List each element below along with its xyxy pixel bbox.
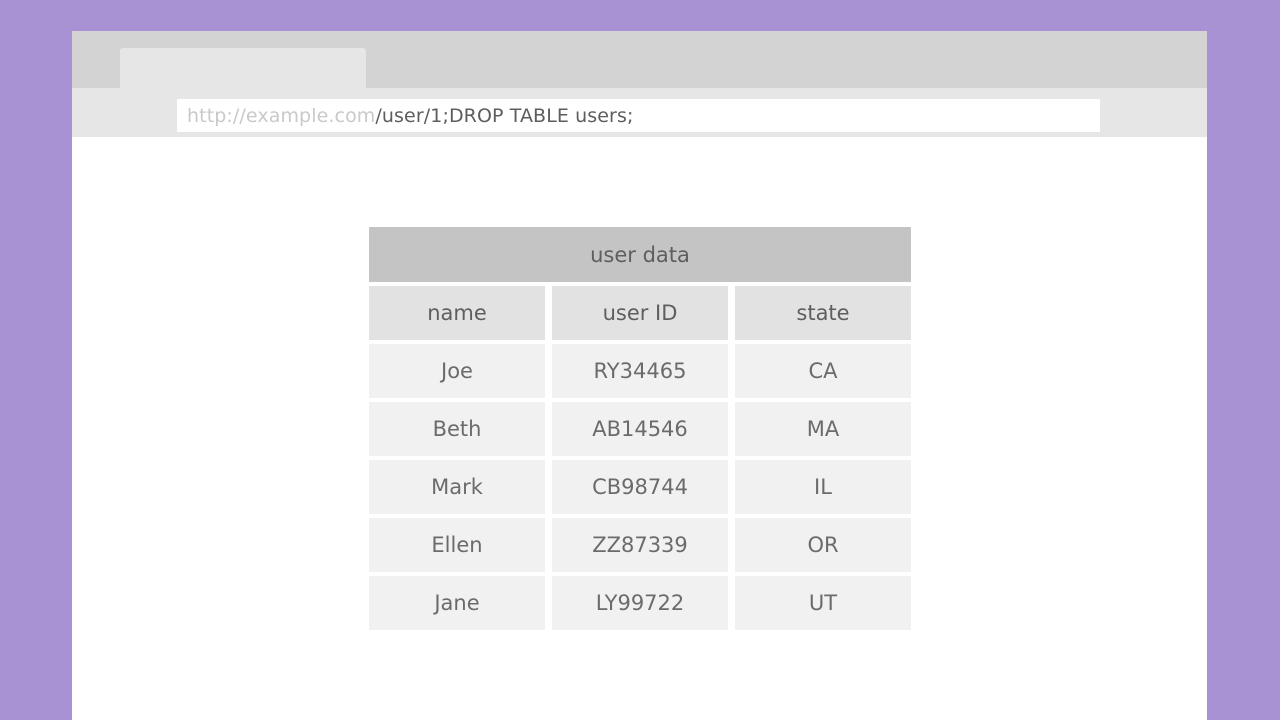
browser-tab[interactable] — [120, 48, 366, 90]
cell-user-id: AB14546 — [552, 402, 728, 456]
column-header-name[interactable]: name — [369, 286, 545, 340]
cell-state: IL — [735, 460, 911, 514]
table-row: Beth AB14546 MA — [369, 402, 911, 456]
cell-user-id: CB98744 — [552, 460, 728, 514]
cell-user-id: ZZ87339 — [552, 518, 728, 572]
url-origin-text: http://example.com — [187, 104, 376, 127]
page-content: user data name user ID state Joe RY34465… — [72, 137, 1207, 720]
table-row: Jane LY99722 UT — [369, 576, 911, 630]
cell-name: Mark — [369, 460, 545, 514]
table-caption: user data — [369, 227, 911, 282]
column-header-user-id[interactable]: user ID — [552, 286, 728, 340]
cell-name: Joe — [369, 344, 545, 398]
browser-toolbar: http://example.com/user/1;DROP TABLE use… — [72, 88, 1207, 137]
cell-user-id: LY99722 — [552, 576, 728, 630]
cell-name: Ellen — [369, 518, 545, 572]
user-data-table: user data name user ID state Joe RY34465… — [369, 227, 911, 630]
column-header-state[interactable]: state — [735, 286, 911, 340]
browser-tab-title — [120, 48, 366, 59]
cell-state: MA — [735, 402, 911, 456]
cell-user-id: RY34465 — [552, 344, 728, 398]
cell-name: Jane — [369, 576, 545, 630]
table-header-row: name user ID state — [369, 286, 911, 340]
cell-state: UT — [735, 576, 911, 630]
cell-state: OR — [735, 518, 911, 572]
browser-tab-strip — [72, 31, 1207, 90]
table-row: Mark CB98744 IL — [369, 460, 911, 514]
cell-name: Beth — [369, 402, 545, 456]
table-row: Joe RY34465 CA — [369, 344, 911, 398]
cell-state: CA — [735, 344, 911, 398]
browser-window: http://example.com/user/1;DROP TABLE use… — [72, 31, 1207, 720]
table-row: Ellen ZZ87339 OR — [369, 518, 911, 572]
url-input[interactable]: http://example.com/user/1;DROP TABLE use… — [177, 99, 1100, 132]
url-path-text: /user/1;DROP TABLE users; — [375, 104, 634, 127]
